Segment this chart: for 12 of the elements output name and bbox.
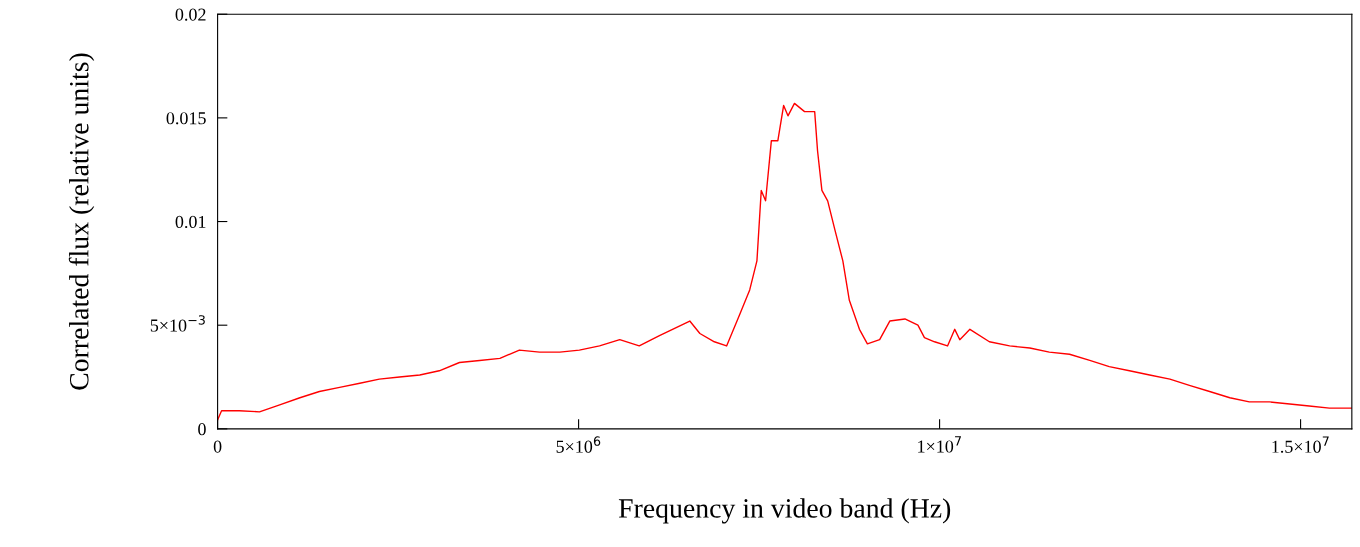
y-axis-title: Correlated flux (relative units): [68, 53, 95, 390]
y-tick-label: 5×10$^{−3}$: [150, 315, 205, 332]
y-tick-label: 0.01: [175, 215, 206, 229]
x-tick-label: 1.5×10$^{7}$: [1272, 436, 1329, 453]
x-tick-label: 5×10$^{6}$: [556, 436, 601, 453]
y-tick-label: 0: [198, 423, 206, 436]
x-axis-title: Frequency in video band (Hz): [618, 498, 951, 524]
x-tick-label: 1×10$^{7}$: [918, 436, 961, 453]
x-tick-label: 0: [213, 440, 222, 453]
y-tick-label: 0.02: [175, 8, 206, 21]
y-tick-label: 0.015: [166, 112, 206, 125]
line-series: [217, 102, 1352, 421]
